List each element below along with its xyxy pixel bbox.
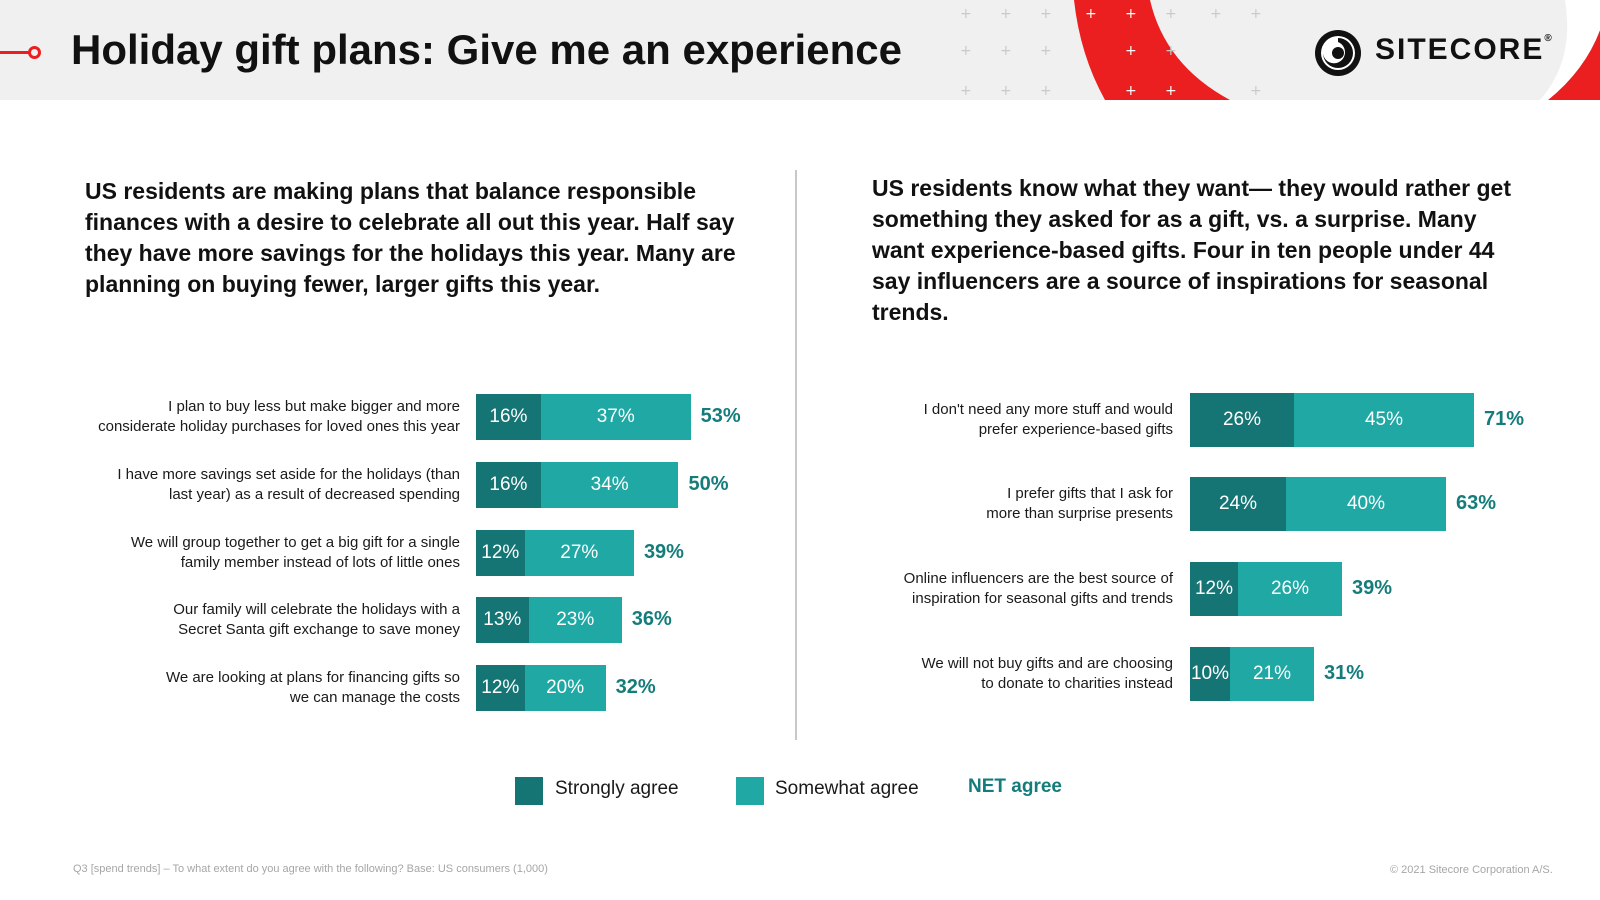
category-label-line: prefer experience-based gifts: [978, 421, 1173, 438]
bar-strongly-agree: 12%: [476, 530, 525, 576]
category-label-line: more than surprise presents: [986, 505, 1173, 522]
svg-text:+: +: [1165, 6, 1177, 22]
category-label-line: last year) as a result of decreased spen…: [169, 486, 460, 503]
net-agree-value: 71%: [1484, 408, 1525, 430]
category-label-line: Secret Santa gift exchange to save money: [178, 621, 460, 638]
header-banner: + + + + + + + + + + + + + + + + + + + Ho: [0, 0, 1600, 100]
category-label: I plan to buy less but make bigger and m…: [60, 397, 460, 437]
net-agree-value: 39%: [643, 541, 684, 563]
legend-somewhat-label: Somewhat agree: [775, 778, 919, 799]
bar-strongly-agree: 26%: [1190, 393, 1294, 447]
category-label-line: We will not buy gifts and are choosing: [921, 655, 1173, 672]
svg-text:+: +: [960, 6, 972, 22]
legend-net-label: NET agree: [968, 776, 1062, 797]
svg-text:+: +: [1125, 43, 1137, 59]
bar-somewhat-agree: 45%: [1294, 393, 1474, 447]
svg-text:+: +: [1165, 83, 1177, 99]
category-label-line: I have more savings set aside for the ho…: [117, 466, 460, 483]
bar-somewhat-agree: 21%: [1230, 647, 1314, 701]
bar-strongly-agree: 24%: [1190, 477, 1286, 531]
svg-text:+: +: [1165, 43, 1177, 59]
net-agree-value: 39%: [1352, 577, 1393, 599]
category-label-line: family member instead of lots of little …: [180, 554, 460, 571]
category-label-line: We are looking at plans for financing gi…: [165, 669, 460, 686]
net-agree-value: 50%: [688, 473, 729, 495]
net-agree-value: 32%: [615, 676, 656, 698]
svg-text:+: +: [1250, 6, 1262, 22]
svg-text:+: +: [960, 83, 972, 99]
intro-right-text: US residents know what they want— they w…: [872, 175, 1511, 325]
bar-somewhat-agree: 34%: [540, 462, 679, 508]
category-label: We are looking at plans for financing gi…: [60, 668, 460, 708]
category-label-line: we can manage the costs: [289, 689, 460, 706]
page-title: Holiday gift plans: Give me an experienc…: [71, 26, 902, 73]
svg-text:+: +: [960, 43, 972, 59]
svg-text:+: +: [1125, 6, 1137, 22]
bar-somewhat-agree: 20%: [524, 665, 606, 711]
bar-strongly-agree: 12%: [1190, 562, 1238, 616]
svg-text:+: +: [1040, 83, 1052, 99]
column-divider: [795, 170, 797, 740]
bar-strongly-agree: 16%: [476, 394, 541, 440]
svg-text:+: +: [1040, 6, 1052, 22]
category-label-line: inspiration for seasonal gifts and trend…: [912, 590, 1173, 607]
net-agree-value: 63%: [1456, 492, 1497, 514]
category-label-line: I prefer gifts that I ask for: [1007, 485, 1173, 502]
category-label: I don't need any more stuff and would pre…: [843, 400, 1173, 440]
svg-text:+: +: [1085, 6, 1097, 22]
bar-strongly-agree: 13%: [476, 597, 529, 643]
category-label-line: I don't need any more stuff and would: [923, 401, 1173, 418]
bar-somewhat-agree: 27%: [524, 530, 634, 576]
sitecore-logo-icon: [1315, 30, 1361, 76]
category-label-line: Our family will celebrate the holidays w…: [173, 601, 460, 618]
svg-text:+: +: [1040, 43, 1052, 59]
category-label-line: Online influencers are the best source o…: [903, 570, 1173, 587]
red-arc-decoration: [1074, 0, 1230, 100]
legend-somewhat-swatch: [736, 777, 764, 805]
accent-line: [0, 51, 30, 54]
svg-text:+: +: [1000, 43, 1012, 59]
svg-text:+: +: [1000, 83, 1012, 99]
bar-somewhat-agree: 23%: [528, 597, 622, 643]
category-label: We will not buy gifts and are choosing to…: [843, 654, 1173, 694]
category-label-line: to donate to charities instead: [981, 675, 1173, 692]
category-label-line: considerate holiday purchases for loved …: [98, 418, 460, 435]
logo-text: SITECORE®: [1375, 33, 1554, 66]
red-corner-decoration: [1548, 30, 1600, 100]
bar-strongly-agree: 10%: [1190, 647, 1230, 701]
net-agree-value: 53%: [700, 405, 741, 427]
decorative-background: + + + + + + + + + + + + + + + + + + +: [960, 0, 1600, 100]
category-label: I prefer gifts that I ask for more than s…: [843, 484, 1173, 524]
svg-text:+: +: [1210, 6, 1222, 22]
category-label: Our family will celebrate the holidays w…: [60, 600, 460, 640]
bar-strongly-agree: 16%: [476, 462, 541, 508]
legend-strongly-swatch: [515, 777, 543, 805]
svg-text:+: +: [1250, 83, 1262, 99]
net-agree-value: 36%: [631, 608, 672, 630]
category-label: We will group together to get a big gift…: [60, 533, 460, 573]
legend-strongly-label: Strongly agree: [555, 778, 679, 799]
plus-pattern-decoration: + + + + + + + + + + + +: [960, 6, 1262, 99]
bar-somewhat-agree: 37%: [540, 394, 691, 440]
category-label: I have more savings set aside for the ho…: [60, 465, 460, 505]
net-agree-value: 31%: [1324, 662, 1365, 684]
category-label: Online influencers are the best source o…: [843, 569, 1173, 609]
bar-strongly-agree: 12%: [476, 665, 525, 711]
svg-text:+: +: [1000, 6, 1012, 22]
bar-somewhat-agree: 26%: [1238, 562, 1342, 616]
bar-somewhat-agree: 40%: [1286, 477, 1446, 531]
intro-left-text: US residents are making plans that balan…: [85, 178, 736, 297]
category-label-line: We will group together to get a big gift…: [130, 534, 460, 551]
footnote: Q3 [spend trends] – To what extent do yo…: [73, 863, 548, 875]
copyright: © 2021 Sitecore Corporation A/S.: [1390, 864, 1553, 876]
category-label-line: I plan to buy less but make bigger and m…: [168, 398, 460, 415]
registered-mark: ®: [1544, 33, 1554, 44]
svg-text:+: +: [1125, 83, 1137, 99]
accent-dot: [28, 46, 41, 59]
